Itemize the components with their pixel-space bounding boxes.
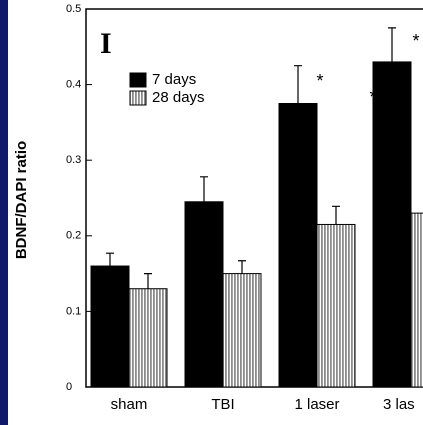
- error-bar: [200, 177, 208, 202]
- error-bar: [106, 253, 114, 266]
- bar: [185, 202, 223, 387]
- annotation: *: [316, 71, 323, 91]
- y-tick-label: 0.5: [66, 3, 81, 15]
- error-bar: [332, 206, 340, 224]
- x-tick-label: 3 las: [383, 396, 415, 413]
- legend-swatch: [130, 73, 146, 87]
- annotation: *: [412, 31, 419, 51]
- y-axis-label: BDNF/DAPI ratio: [13, 141, 30, 259]
- y-tick-label: 0.4: [66, 79, 81, 91]
- annotation: *: [369, 87, 376, 107]
- panel-label: I: [100, 27, 112, 60]
- x-tick-label: sham: [111, 396, 148, 413]
- error-bar: [238, 261, 246, 274]
- x-tick-label: 1 laser: [294, 396, 339, 413]
- y-tick-label: 0.3: [66, 154, 81, 166]
- bar: [279, 104, 317, 388]
- x-tick-label: TBI: [211, 396, 234, 413]
- error-bar: [388, 28, 396, 62]
- bar: [223, 274, 261, 387]
- y-tick-label: 0: [66, 381, 72, 393]
- bar: [411, 213, 423, 387]
- y-tick-label: 0.2: [66, 230, 81, 242]
- error-bar: [294, 66, 302, 104]
- adjacent-panel-edge: [0, 0, 8, 425]
- y-tick-label: 0.1: [66, 305, 81, 317]
- legend-label: 7 days: [152, 71, 196, 88]
- chart: BDNF/DAPI ratio I 0 0.1 0.2 0.3 0.4 0.5 sham TB…: [0, 0, 423, 425]
- bar: [317, 224, 355, 387]
- error-bar: [144, 274, 152, 289]
- bar: [91, 266, 129, 387]
- legend-label: 28 days: [152, 89, 205, 106]
- bar: [373, 62, 411, 387]
- bar: [129, 289, 167, 387]
- legend-swatch: [130, 91, 146, 105]
